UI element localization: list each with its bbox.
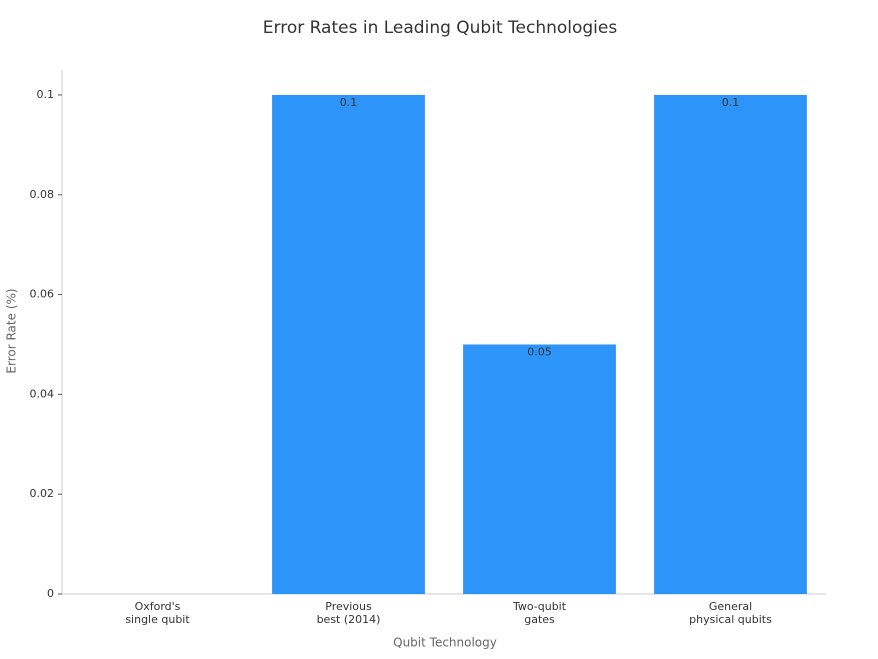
x-axis-label: Qubit Technology xyxy=(393,636,497,650)
value-label: 0.05 xyxy=(527,345,552,358)
x-tick-label: General physical qubits xyxy=(689,600,772,626)
y-tick-label: 0 xyxy=(47,587,54,600)
y-tick-label: 0.06 xyxy=(30,288,55,301)
bar xyxy=(463,344,616,594)
bar xyxy=(654,94,807,594)
x-tick-label: Oxford's single qubit xyxy=(125,600,190,626)
y-tick-label: 0.04 xyxy=(30,387,55,400)
value-label: 0.1 xyxy=(340,96,358,109)
x-tick-label: Previous best (2014) xyxy=(317,600,381,626)
y-tick-label: 0.1 xyxy=(37,88,55,101)
bar xyxy=(272,94,425,594)
value-label: 0.1 xyxy=(722,96,740,109)
chart-title: Error Rates in Leading Qubit Technologie… xyxy=(263,18,618,38)
x-tick-label: Two-qubit gates xyxy=(512,600,567,626)
y-tick-label: 0.08 xyxy=(30,188,55,201)
y-tick-label: 0.02 xyxy=(30,487,55,500)
y-axis-label: Error Rate (%) xyxy=(5,288,19,373)
